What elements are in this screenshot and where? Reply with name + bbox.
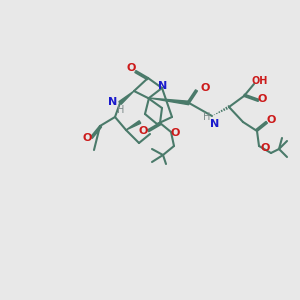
Polygon shape <box>119 91 134 104</box>
Text: O: O <box>138 126 148 136</box>
Text: O: O <box>266 115 276 125</box>
Text: N: N <box>210 119 220 129</box>
Polygon shape <box>149 98 189 105</box>
Text: O: O <box>257 94 267 104</box>
Polygon shape <box>126 121 141 130</box>
Text: OH: OH <box>252 76 268 86</box>
Text: O: O <box>200 83 210 93</box>
Text: O: O <box>260 143 270 153</box>
Text: H: H <box>117 105 125 115</box>
Text: N: N <box>158 81 168 91</box>
Text: O: O <box>170 128 180 138</box>
Text: H: H <box>203 112 211 122</box>
Text: O: O <box>82 133 92 143</box>
Text: N: N <box>108 97 118 107</box>
Text: O: O <box>126 63 136 73</box>
